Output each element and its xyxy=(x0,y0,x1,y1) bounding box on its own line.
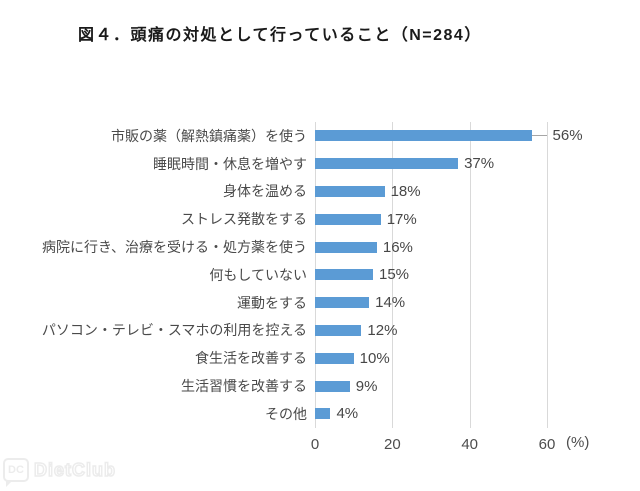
chart-row: ストレス発散をする 17% xyxy=(0,205,640,233)
bar xyxy=(315,324,362,336)
category-label: 生活習慣を改善する xyxy=(181,378,307,395)
bar xyxy=(315,408,331,420)
x-tick-label: 20 xyxy=(383,436,401,453)
category-label: 身体を温める xyxy=(223,183,307,200)
x-tick-label: 0 xyxy=(310,436,320,453)
bar xyxy=(315,158,459,170)
gridline xyxy=(392,122,393,428)
value-label: 16% xyxy=(382,238,413,256)
value-label: 4% xyxy=(336,405,359,423)
bar xyxy=(315,352,354,364)
chart-row: 市販の薬（解熱鎮痛薬）を使う 56% xyxy=(0,122,640,150)
bar xyxy=(315,241,377,253)
bar xyxy=(315,130,532,142)
category-label: 市販の薬（解熱鎮痛薬）を使う xyxy=(111,127,307,144)
chart-title: 図４．頭痛の対処として行っていること（N=284） xyxy=(78,27,482,44)
gridline xyxy=(470,122,471,428)
bar-rows: 市販の薬（解熱鎮痛薬）を使う 56% 睡眠時間・休息を増やす 37% 身体を温める 18%… xyxy=(0,122,640,428)
category-label: ストレス発散をする xyxy=(181,211,307,228)
value-label: 37% xyxy=(464,155,495,173)
x-tick-label: 40 xyxy=(461,436,478,453)
chart-row: 何もしていない 15% xyxy=(0,261,640,289)
gridline xyxy=(547,122,548,428)
chart-row: 身体を温める 18% xyxy=(0,178,640,206)
value-label: 18% xyxy=(390,182,421,200)
label-leader-line xyxy=(531,135,547,137)
watermark: DC DietClub xyxy=(3,458,116,487)
category-label: 睡眠時間・休息を増やす xyxy=(153,155,307,172)
category-label: 何もしていない xyxy=(209,266,307,283)
chart-row: 病院に行き、治療を受ける・処方薬を使う 16% xyxy=(0,233,640,261)
chart-row: パソコン・テレビ・スマホの利用を控える 12% xyxy=(0,317,640,345)
value-label: 12% xyxy=(367,321,398,339)
bar xyxy=(315,269,373,281)
bar xyxy=(315,380,350,392)
dietclub-logo-icon: DC xyxy=(3,458,29,487)
value-label: 15% xyxy=(379,266,410,284)
chart-row: 生活習慣を改善する 9% xyxy=(0,372,640,400)
bar xyxy=(315,297,370,309)
category-label: その他 xyxy=(265,405,307,422)
x-axis-unit-label: (%) xyxy=(566,434,590,451)
value-label: 14% xyxy=(375,294,406,312)
chart-row: その他 4% xyxy=(0,400,640,428)
chart-row: 食生活を改善する 10% xyxy=(0,344,640,372)
x-axis: 0 20 40 60 xyxy=(0,436,640,456)
category-label: パソコン・テレビ・スマホの利用を控える xyxy=(41,322,307,339)
chart-row: 睡眠時間・休息を増やす 37% xyxy=(0,150,640,178)
value-label: 9% xyxy=(355,377,378,395)
category-label: 病院に行き、治療を受ける・処方薬を使う xyxy=(41,239,307,256)
bar xyxy=(315,213,381,225)
watermark-brand-text: DietClub xyxy=(33,459,116,481)
x-tick-label: 60 xyxy=(538,436,556,453)
value-label: 17% xyxy=(386,210,417,228)
value-label: 10% xyxy=(359,349,390,367)
value-label: 56% xyxy=(552,127,583,145)
bar xyxy=(315,185,385,197)
chart-row: 運動をする 14% xyxy=(0,289,640,317)
category-label: 運動をする xyxy=(237,294,307,311)
category-label: 食生活を改善する xyxy=(195,350,307,367)
